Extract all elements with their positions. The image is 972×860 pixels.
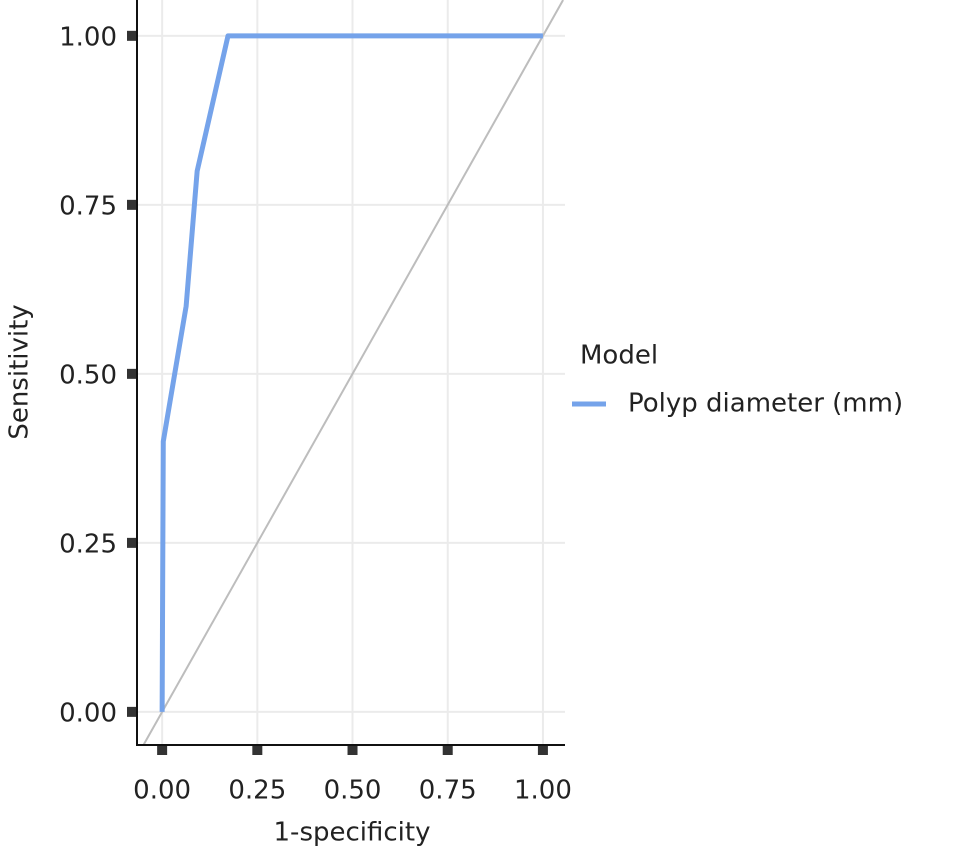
y-tick-mark [127, 706, 136, 717]
x-tick-mark [252, 746, 263, 755]
x-tick-mark [537, 746, 548, 755]
y-tick-label: 0.75 [59, 191, 117, 221]
y-tick-label: 1.00 [59, 22, 117, 52]
y-tick-mark [127, 199, 136, 210]
y-tick-label: 0.50 [59, 360, 117, 390]
x-tick-label: 0.50 [324, 776, 382, 806]
x-tick-label: 0.25 [228, 776, 286, 806]
x-tick-mark [347, 746, 358, 755]
reference-diagonal [142, 0, 564, 746]
x-tick-mark [442, 746, 453, 755]
x-axis-title: 1-specificity [274, 818, 431, 848]
x-tick-mark [157, 746, 168, 755]
roc-line [159, 33, 543, 712]
x-tick-label: 1.00 [514, 776, 572, 806]
x-tick-label: 0.75 [419, 776, 477, 806]
y-tick-label: 0.00 [59, 698, 117, 728]
y-axis-title: Sensitivity [5, 304, 35, 439]
y-tick-mark [127, 368, 136, 379]
y-tick-label: 0.25 [59, 529, 117, 559]
legend-label: Polyp diameter (mm) [628, 389, 903, 419]
x-tick-label: 0.00 [133, 776, 191, 806]
y-tick-mark [127, 537, 136, 548]
y-tick-mark [127, 30, 136, 41]
legend-title: Model [580, 341, 658, 371]
